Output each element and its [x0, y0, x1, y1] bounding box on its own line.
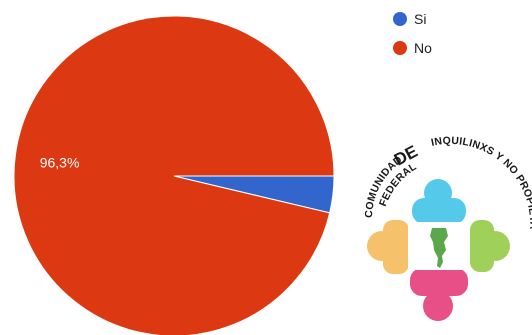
legend-marker-no	[393, 41, 407, 55]
legend-item-no[interactable]: No	[393, 40, 432, 56]
logo-body-right	[470, 220, 494, 272]
pie-slices	[13, 15, 335, 335]
logo-body-left	[383, 220, 409, 274]
legend-marker-si	[393, 12, 407, 26]
pie-slice-no[interactable]	[13, 15, 335, 335]
slice-label-no: 96,3%	[40, 155, 80, 171]
legend: Si No	[393, 11, 432, 56]
legend-item-si[interactable]: Si	[393, 11, 426, 27]
argentina-map-icon	[430, 228, 448, 268]
logo-head-bottom	[423, 291, 453, 321]
slice-labels: 96,3%	[40, 155, 80, 171]
logo-body-top	[412, 198, 466, 224]
legend-label-si: Si	[414, 11, 426, 27]
legend-label-no: No	[414, 40, 432, 56]
logo-body-bottom	[410, 268, 468, 296]
